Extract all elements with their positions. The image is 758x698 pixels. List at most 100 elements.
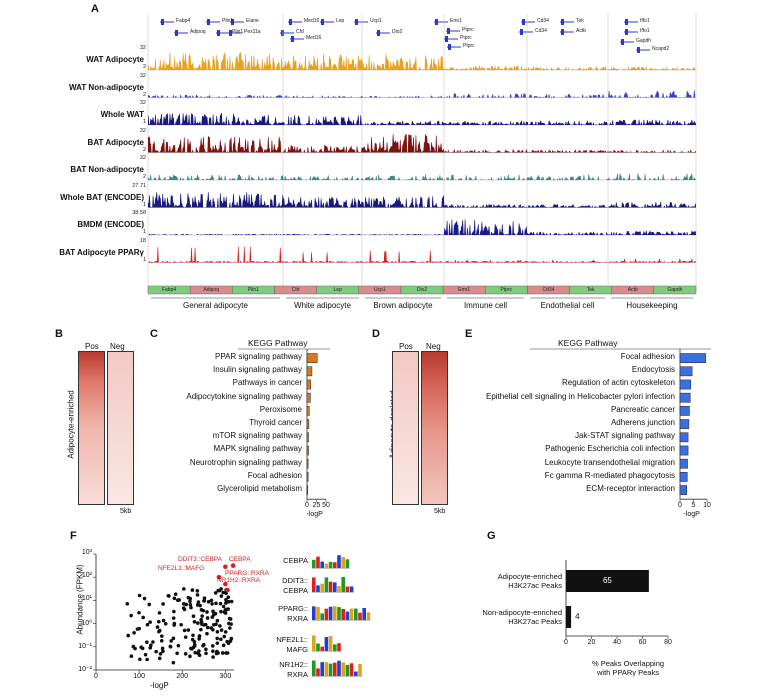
gene-bar-label: Cfd bbox=[291, 287, 300, 293]
motif-letter bbox=[312, 660, 316, 676]
kegg-pathway-label: Insulin signaling pathway bbox=[213, 365, 302, 375]
motif-letter bbox=[341, 662, 345, 676]
kegg-pathway-label: Focal adhesion bbox=[247, 470, 302, 480]
motif-letter bbox=[337, 643, 341, 651]
track-scale-min: 2 bbox=[142, 91, 146, 98]
kegg-bar bbox=[306, 353, 318, 363]
kegg-pathway-label: Neurotrophin signaling pathway bbox=[189, 457, 302, 467]
scatter-point bbox=[176, 598, 180, 603]
scatter-point bbox=[199, 620, 204, 624]
scatter-point bbox=[200, 614, 204, 618]
group-label: White adipocyte bbox=[294, 301, 351, 310]
kegg-pathway-label: Adherens junction bbox=[610, 418, 675, 427]
scatter-point bbox=[125, 601, 130, 606]
track-label: BAT Adipocyte bbox=[87, 137, 144, 147]
scatter-point bbox=[205, 625, 210, 630]
heatmap-b-pos bbox=[78, 351, 105, 505]
gene-exon bbox=[435, 19, 438, 25]
kegg-tick-label: 10 bbox=[703, 502, 711, 510]
scatter-point bbox=[218, 624, 222, 628]
motif-letter bbox=[358, 612, 362, 620]
motif-letter bbox=[341, 557, 345, 568]
group-label: Endothelial cell bbox=[540, 301, 595, 310]
motif-letter bbox=[333, 644, 337, 651]
gene-exon bbox=[625, 29, 628, 35]
scatter-point bbox=[173, 592, 178, 596]
scatter-point bbox=[141, 615, 145, 620]
scatter-point bbox=[147, 602, 152, 607]
kegg-pathway-label: mTOR signaling pathway bbox=[212, 431, 302, 441]
gene-bar-label: Emr1 bbox=[458, 287, 471, 293]
scatter-point bbox=[126, 633, 130, 638]
track-signal bbox=[148, 173, 696, 180]
scatter-point bbox=[215, 641, 220, 645]
motif-letter bbox=[324, 608, 329, 620]
gene-name: Ptprc bbox=[460, 35, 472, 41]
kegg-bar bbox=[679, 406, 690, 416]
gene-exon bbox=[445, 36, 448, 42]
scatter-x-tick-label: 100 bbox=[133, 673, 145, 680]
scatter-point bbox=[183, 635, 188, 639]
scatter-point bbox=[168, 644, 173, 649]
motif-letter bbox=[337, 607, 341, 620]
scatter-point bbox=[215, 618, 220, 623]
gene-exon bbox=[291, 36, 294, 42]
kegg-bar bbox=[679, 353, 706, 363]
gene-exon bbox=[625, 19, 628, 25]
motif-letter bbox=[345, 559, 350, 568]
scatter-point bbox=[179, 622, 183, 627]
scatter-point bbox=[138, 657, 142, 662]
motif-letter bbox=[328, 561, 333, 568]
gene-bar-label: Adipoq bbox=[203, 287, 219, 293]
scatter-point bbox=[213, 591, 218, 595]
motif-letter bbox=[349, 663, 354, 676]
scatter-point bbox=[131, 644, 136, 649]
track-label: Whole BAT (ENCODE) bbox=[60, 192, 144, 202]
scatter-point bbox=[198, 603, 202, 608]
track-signal bbox=[148, 112, 696, 125]
heatmap-d-neg-label: Neg bbox=[426, 342, 441, 351]
panel-e-letter: E bbox=[465, 328, 473, 340]
motif-letter bbox=[328, 606, 333, 620]
gene-exon bbox=[637, 47, 640, 53]
heatmap-b-neg bbox=[107, 351, 134, 505]
scatter-point bbox=[129, 654, 134, 658]
bar-g-tick-label: 0 bbox=[564, 639, 568, 646]
motif-letter bbox=[324, 563, 329, 568]
motif-name: RXRA bbox=[287, 614, 308, 623]
kegg-bar bbox=[679, 366, 693, 377]
gene-name: Actb bbox=[576, 28, 587, 34]
scatter-point bbox=[192, 644, 197, 648]
scatter-point bbox=[182, 607, 187, 612]
kegg-bar bbox=[306, 472, 309, 482]
track-label: Whole WAT bbox=[100, 110, 144, 119]
gene-exon bbox=[520, 29, 523, 35]
motif-letter bbox=[320, 583, 324, 592]
scatter-point bbox=[161, 618, 166, 623]
scatter-point bbox=[199, 627, 203, 632]
scatter-point bbox=[205, 616, 210, 620]
scatter-point bbox=[201, 643, 205, 648]
gene-name: Lep bbox=[336, 18, 345, 24]
gene-bar-label: Tek bbox=[586, 287, 595, 293]
track-scale-max: 32 bbox=[139, 72, 146, 79]
scatter-point bbox=[211, 609, 215, 614]
scatter-x-tick-label: 300 bbox=[219, 673, 232, 680]
kegg-tick-label: 5 bbox=[691, 502, 696, 510]
gene-name: Adipoq bbox=[190, 29, 206, 35]
panel-b-letter: B bbox=[55, 328, 63, 340]
scatter-point bbox=[227, 621, 231, 626]
kegg-bar bbox=[679, 445, 689, 456]
scatter-point bbox=[219, 594, 224, 598]
kegg-tick-label: 50 bbox=[322, 502, 330, 510]
scatter-point bbox=[203, 622, 208, 627]
gene-name: Iffo1 bbox=[640, 28, 650, 34]
motif-letter bbox=[337, 660, 341, 676]
kegg-tick-label: 0 bbox=[305, 502, 309, 510]
gene-name: Cd34 bbox=[537, 18, 549, 24]
track-scale-min: 1 bbox=[142, 229, 146, 235]
bar-g-xlabel: % Peaks Overlapping with PPARγ Peaks bbox=[591, 659, 665, 677]
motif-letter bbox=[324, 637, 329, 651]
scatter-point bbox=[171, 660, 176, 665]
motif-letter bbox=[312, 635, 316, 651]
